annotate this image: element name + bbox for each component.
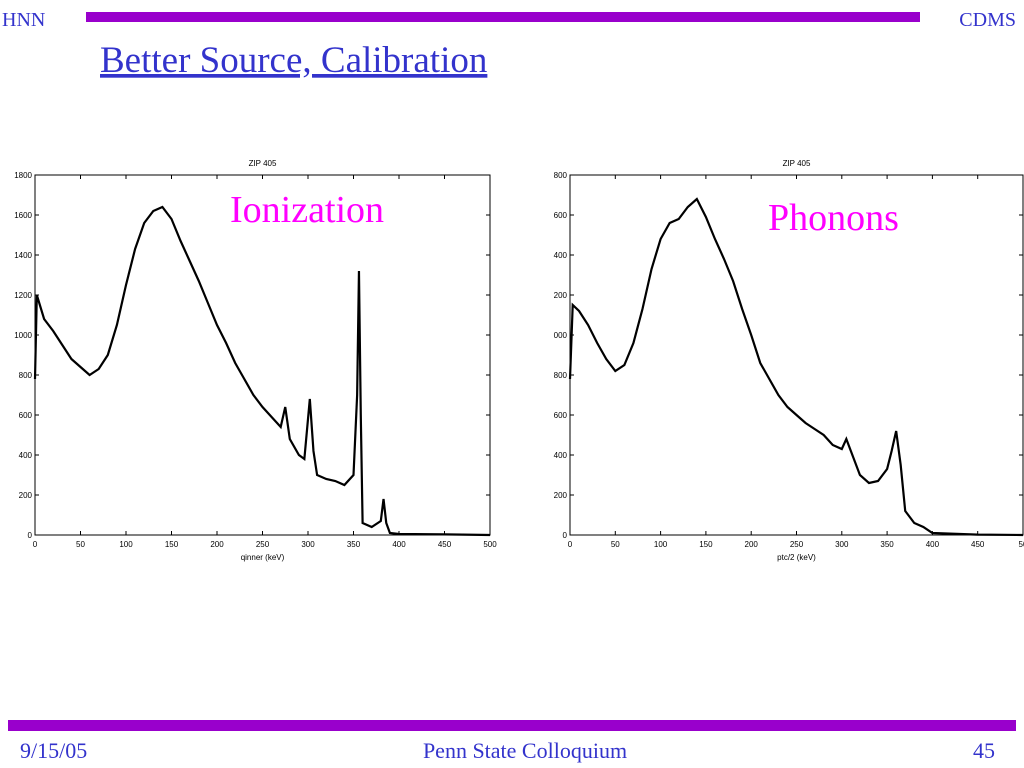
x-tick-label: 50 — [1019, 540, 1024, 549]
footer-center: Penn State Colloquium — [423, 738, 627, 763]
y-tick-label: 400 — [19, 451, 33, 460]
y-tick-label: 0 — [28, 531, 33, 540]
x-tick-label: 500 — [483, 540, 497, 549]
y-tick-label: 200 — [554, 291, 568, 300]
y-tick-label: 1000 — [14, 331, 32, 340]
y-tick-label: 400 — [554, 451, 568, 460]
y-tick-label: 1800 — [14, 171, 32, 180]
footer-page: 45 — [973, 738, 995, 763]
chart-title: ZIP 405 — [783, 159, 811, 168]
y-tick-label: 1400 — [14, 251, 32, 260]
footer-date: 9/15/05 — [20, 738, 87, 763]
y-tick-label: 600 — [554, 411, 568, 420]
x-tick-label: 0 — [568, 540, 573, 549]
x-tick-label: 50 — [76, 540, 85, 549]
x-tick-label: 150 — [165, 540, 179, 549]
histogram-line — [568, 197, 1024, 537]
slide-title: Better Source, Calibration — [100, 40, 487, 81]
y-tick-label: 600 — [19, 411, 33, 420]
x-tick-label: 450 — [971, 540, 985, 549]
x-axis-label: ptc/2 (keV) — [777, 553, 816, 562]
y-tick-label: 1200 — [14, 291, 32, 300]
x-tick-label: 250 — [256, 540, 270, 549]
y-tick-label: 200 — [554, 491, 568, 500]
x-tick-label: 150 — [699, 540, 713, 549]
y-tick-label: 000 — [554, 331, 568, 340]
header-left: HNN — [2, 9, 45, 31]
header-bar — [86, 12, 920, 22]
x-tick-label: 400 — [392, 540, 406, 549]
x-tick-label: 250 — [790, 540, 804, 549]
x-tick-label: 0 — [33, 540, 38, 549]
y-tick-label: 200 — [19, 491, 33, 500]
y-tick-label: 1600 — [14, 211, 32, 220]
y-tick-label: 800 — [19, 371, 33, 380]
chart-annotation: Phonons — [768, 197, 899, 239]
y-tick-label: 0 — [563, 531, 568, 540]
x-tick-label: 50 — [611, 540, 620, 549]
x-tick-label: 400 — [926, 540, 940, 549]
histogram-line — [33, 205, 491, 537]
chart-title: ZIP 405 — [249, 159, 277, 168]
footer-bar — [8, 720, 1016, 731]
x-tick-label: 100 — [654, 540, 668, 549]
x-tick-label: 200 — [745, 540, 759, 549]
chart-annotation: Ionization — [230, 189, 384, 231]
x-tick-label: 300 — [301, 540, 315, 549]
y-tick-label: 600 — [554, 211, 568, 220]
y-tick-label: 400 — [554, 251, 568, 260]
x-tick-label: 300 — [835, 540, 849, 549]
x-tick-label: 350 — [347, 540, 361, 549]
y-tick-label: 800 — [554, 171, 568, 180]
x-axis-label: qinner (keV) — [241, 553, 285, 562]
y-tick-label: 800 — [554, 371, 568, 380]
x-tick-label: 100 — [119, 540, 133, 549]
header-right: CDMS — [959, 9, 1016, 31]
x-tick-label: 450 — [438, 540, 452, 549]
x-tick-label: 350 — [880, 540, 894, 549]
x-tick-label: 200 — [210, 540, 224, 549]
